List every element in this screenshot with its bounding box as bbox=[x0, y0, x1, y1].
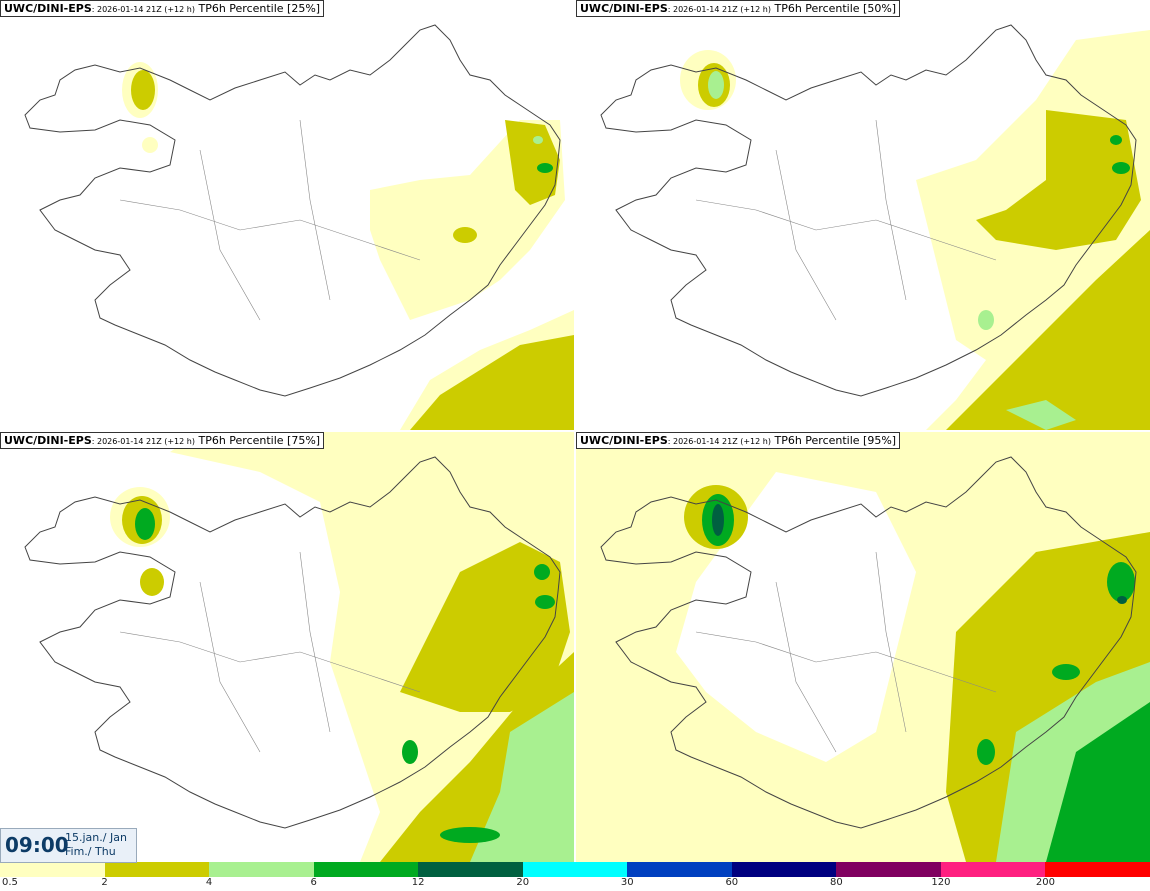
legend-swatch bbox=[731, 862, 837, 877]
legend-swatch bbox=[104, 862, 210, 877]
map-panel-p95: UWC/DINI-EPS: 2026-01-14 21Z (+12 h) TP6… bbox=[576, 432, 1150, 862]
valid-time: 09:00 bbox=[5, 833, 69, 857]
legend-swatch bbox=[0, 862, 105, 877]
precipitation-map bbox=[576, 432, 1150, 862]
legend-swatches bbox=[0, 862, 1150, 877]
color-legend: 0.5 2 4 6 12 20 30 60 80 120 200 bbox=[0, 862, 1150, 891]
precipitation-field bbox=[122, 62, 574, 430]
map-panel-p50: UWC/DINI-EPS: 2026-01-14 21Z (+12 h) TP6… bbox=[576, 0, 1150, 430]
precipitation-field bbox=[576, 432, 1150, 862]
panel-title: UWC/DINI-EPS: 2026-01-14 21Z (+12 h) TP6… bbox=[576, 0, 901, 17]
legend-swatch bbox=[522, 862, 628, 877]
panel-title: UWC/DINI-EPS: 2026-01-14 21Z (+12 h) TP6… bbox=[576, 432, 901, 449]
valid-time-box: 09:00 15.jan./ Jan Fim./ Thu bbox=[0, 828, 137, 863]
legend-swatch bbox=[836, 862, 941, 877]
legend-label: 0.5 bbox=[2, 877, 18, 888]
legend-swatch bbox=[627, 862, 732, 877]
map-panel-p25: UWC/DINI-EPS: 2026-01-14 21Z (+12 h) TP6… bbox=[0, 0, 574, 430]
panel-title: UWC/DINI-EPS: 2026-01-14 21Z (+12 h) TP6… bbox=[0, 432, 325, 449]
precipitation-field bbox=[680, 30, 1150, 430]
legend-swatch bbox=[1045, 862, 1150, 877]
legend-label: 6 bbox=[310, 877, 317, 888]
legend-swatch bbox=[313, 862, 419, 877]
panel-title: UWC/DINI-EPS: 2026-01-14 21Z (+12 h) TP6… bbox=[0, 0, 325, 17]
legend-swatch bbox=[418, 862, 523, 877]
legend-label: 20 bbox=[516, 877, 530, 888]
legend-label: 2 bbox=[101, 877, 108, 888]
legend-label: 4 bbox=[205, 877, 213, 888]
legend-label: 60 bbox=[725, 877, 739, 888]
legend-label: 12 bbox=[411, 877, 425, 888]
valid-date: 15.jan./ Jan Fim./ Thu bbox=[65, 831, 127, 858]
legend-swatch bbox=[209, 862, 314, 877]
precipitation-map bbox=[600, 24, 1150, 430]
legend-label: 120 bbox=[931, 877, 951, 888]
legend-label: 30 bbox=[620, 877, 634, 888]
map-panel-p75: UWC/DINI-EPS: 2026-01-14 21Z (+12 h) TP6… bbox=[0, 432, 574, 862]
legend-label: 80 bbox=[829, 877, 843, 888]
legend-swatch bbox=[940, 862, 1046, 877]
precipitation-map bbox=[24, 432, 574, 862]
precipitation-map bbox=[24, 24, 574, 430]
precipitation-field bbox=[110, 432, 574, 862]
legend-label: 200 bbox=[1035, 877, 1055, 888]
